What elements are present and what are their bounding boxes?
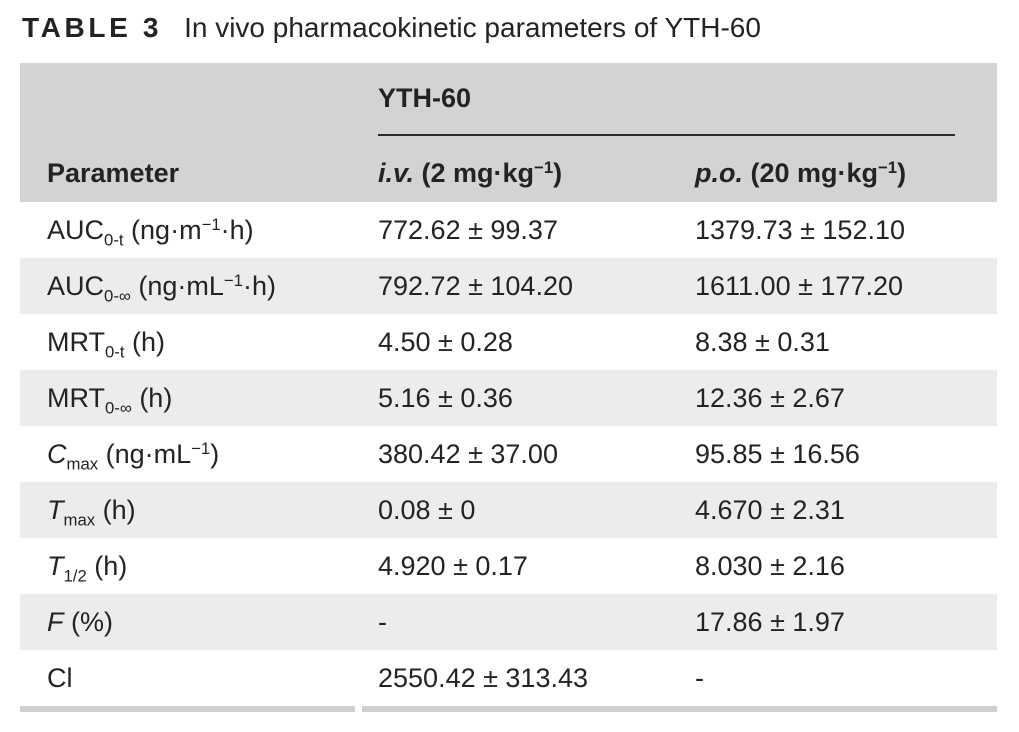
table-row: AUC0-t (ng·m−1·h) 772.62 ± 99.37 1379.73… [20,202,997,258]
table-row: Cl 2550.42 ± 313.43 - [20,650,997,706]
po-value-cell: 1379.73 ± 152.10 [695,214,906,245]
bottom-border-left-segment [20,706,355,712]
table-row: F (%) - 17.86 ± 1.97 [20,594,997,650]
table-row: Tmax (h) 0.08 ± 0 4.670 ± 2.31 [20,482,997,538]
pk-table: YTH-60 Parameter i.v. (2 mg·kg−1) p.o. (… [20,63,997,712]
table-title: In vivo pharmacokinetic parameters of YT… [184,12,761,43]
table-row: AUC0-∞ (ng·mL−1·h) 792.72 ± 104.20 1611.… [20,258,997,314]
table-caption: TABLE 3 In vivo pharmacokinetic parameter… [22,12,761,44]
column-header-po: p.o. (20 mg·kg−1) [695,157,907,188]
parameter-cell: F (%) [47,606,113,637]
table-row: T1/2 (h) 4.920 ± 0.17 8.030 ± 2.16 [20,538,997,594]
po-value-cell: - [695,662,704,693]
iv-value-cell: 772.62 ± 99.37 [378,214,558,245]
parameter-cell: T1/2 (h) [47,550,128,585]
table-row: MRT0-t (h) 4.50 ± 0.28 8.38 ± 0.31 [20,314,997,370]
iv-value-cell: 792.72 ± 104.20 [378,270,573,301]
bottom-border-right-segment [362,706,997,712]
iv-value-cell: 5.16 ± 0.36 [378,382,513,413]
parameter-cell: Cmax (ng·mL−1) [47,438,220,473]
iv-value-cell: 0.08 ± 0 [378,494,476,525]
table-body: AUC0-t (ng·m−1·h) 772.62 ± 99.37 1379.73… [20,202,997,706]
table-number: TABLE 3 [22,12,163,43]
po-value-cell: 95.85 ± 16.56 [695,438,860,469]
parameter-cell: AUC0-∞ (ng·mL−1·h) [47,270,276,305]
column-header-parameter: Parameter [47,158,180,188]
iv-value-cell: 380.42 ± 37.00 [378,438,558,469]
table-row: Cmax (ng·mL−1) 380.42 ± 37.00 95.85 ± 16… [20,426,997,482]
parameter-cell: Tmax (h) [47,494,136,529]
po-value-cell: 8.030 ± 2.16 [695,550,845,581]
table-bottom-border [20,706,997,712]
po-value-cell: 8.38 ± 0.31 [695,326,830,357]
table-row: MRT0-∞ (h) 5.16 ± 0.36 12.36 ± 2.67 [20,370,997,426]
iv-value-cell: - [378,606,387,637]
po-value-cell: 1611.00 ± 177.20 [695,270,903,301]
parameter-cell: AUC0-t (ng·m−1·h) [47,214,254,249]
po-value-cell: 12.36 ± 2.67 [695,382,845,413]
parameter-cell: Cl [47,662,73,693]
bottom-border-gap [355,706,362,712]
group-header-yth60: YTH-60 [378,83,472,113]
po-value-cell: 4.670 ± 2.31 [695,494,845,525]
iv-value-cell: 2550.42 ± 313.43 [378,662,589,693]
parameter-cell: MRT0-∞ (h) [47,382,173,417]
group-header-rule [378,134,955,136]
parameter-cell: MRT0-t (h) [47,326,166,361]
po-value-cell: 17.86 ± 1.97 [695,606,845,637]
iv-value-cell: 4.920 ± 0.17 [378,550,528,581]
header-row: Parameter i.v. (2 mg·kg−1) p.o. (20 mg·k… [20,158,997,202]
column-header-iv: i.v. (2 mg·kg−1) [378,157,563,188]
table-header: YTH-60 Parameter i.v. (2 mg·kg−1) p.o. (… [20,63,997,202]
iv-value-cell: 4.50 ± 0.28 [378,326,513,357]
